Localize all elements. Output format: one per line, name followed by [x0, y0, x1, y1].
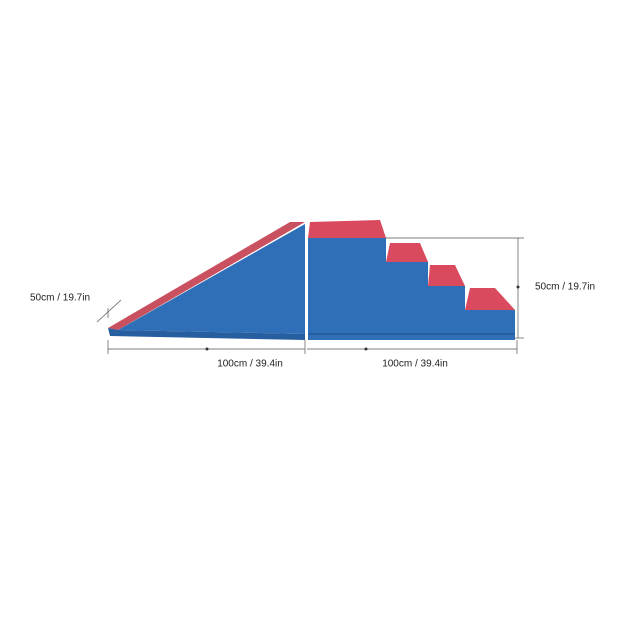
step-1	[465, 288, 515, 310]
dot	[205, 347, 209, 351]
depth-line	[96, 299, 122, 323]
ramp-length-label: 100cm / 39.4in	[217, 359, 283, 370]
dot	[516, 285, 520, 289]
stairs-length-label: 100cm / 39.4in	[382, 359, 448, 370]
ramp-top	[108, 222, 305, 330]
ramp-base	[108, 328, 305, 340]
step-2	[428, 265, 465, 286]
height-label: 50cm / 19.7in	[535, 282, 595, 293]
dot	[364, 347, 368, 351]
ramp	[108, 222, 305, 340]
depth-label: 50cm / 19.7in	[30, 293, 90, 304]
step-3	[386, 243, 428, 262]
ramp-front	[118, 224, 305, 334]
stairs-top	[308, 220, 386, 238]
stairs-front	[308, 238, 515, 340]
stairs	[308, 220, 515, 340]
dimension-lines	[96, 237, 524, 354]
